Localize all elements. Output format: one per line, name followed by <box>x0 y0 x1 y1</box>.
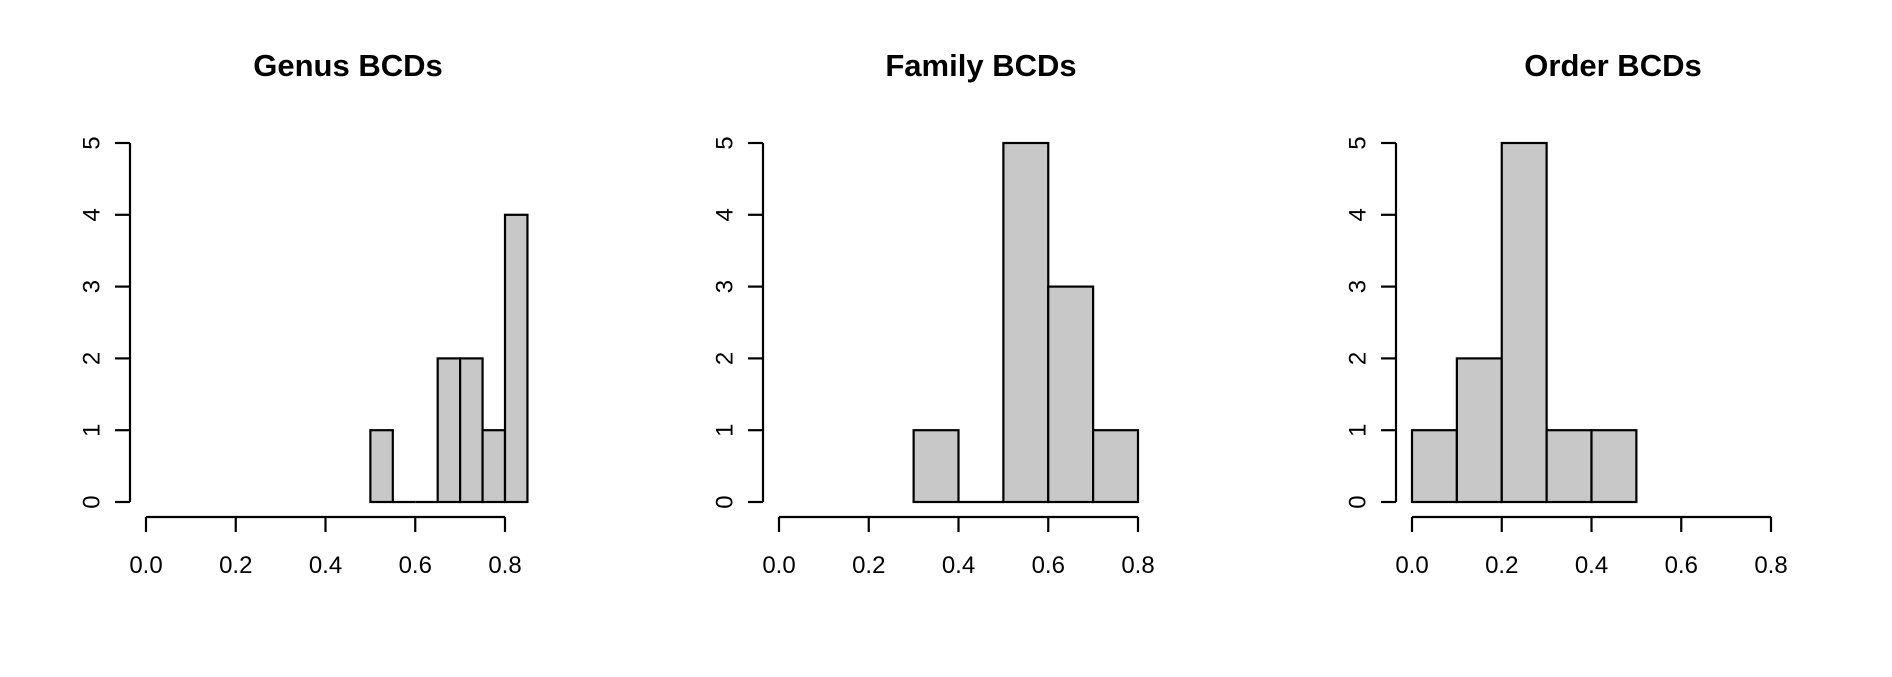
x-tick-label: 0.2 <box>219 552 252 579</box>
panel-family: Family BCDs 0.0 0.2 0.4 0.6 0.8 0 1 2 3 4 5 <box>712 48 1155 579</box>
x-tick-label: 0.4 <box>1575 552 1608 579</box>
x-tick-label: 0.8 <box>1754 552 1787 579</box>
panel-title: Genus BCDs <box>253 48 442 83</box>
y-tick-label: 4 <box>712 208 739 221</box>
histogram-bar <box>503 213 529 504</box>
bars-layer <box>369 213 529 504</box>
histogram-bar <box>1455 357 1503 504</box>
x-tick-label: 0.4 <box>309 552 342 579</box>
y-tick-label: 1 <box>1345 424 1372 437</box>
panel-title: Family BCDs <box>885 48 1076 83</box>
x-tick-label: 0.8 <box>488 552 521 579</box>
panel-title: Order BCDs <box>1524 48 1701 83</box>
x-tick-label: 0.2 <box>1485 552 1518 579</box>
x-tick-label: 0.2 <box>852 552 885 579</box>
panel-order: Order BCDs 0.0 0.2 0.4 0.6 0.8 0 1 2 3 4 5 <box>1345 48 1788 579</box>
x-tick-label: 0.0 <box>1395 552 1428 579</box>
histogram-bar <box>481 429 507 504</box>
panel-genus: Genus BCDs 0.0 0.2 0.4 0.6 0.8 0 1 2 3 4 5 <box>79 48 529 579</box>
histogram-bar <box>369 429 394 504</box>
histogram-bar <box>436 357 462 504</box>
y-tick-label: 5 <box>1345 136 1372 149</box>
x-tick-label: 0.8 <box>1121 552 1154 579</box>
y-tick-label: 0 <box>712 495 739 508</box>
histogram-bar <box>1500 141 1548 504</box>
y-tick-label: 3 <box>79 280 106 293</box>
histogram-bar <box>1590 429 1638 504</box>
x-tick-label: 0.6 <box>1665 552 1698 579</box>
y-tick-label: 2 <box>1345 352 1372 365</box>
y-tick-label: 3 <box>1345 280 1372 293</box>
bars-layer <box>912 141 1140 504</box>
x-tick-label: 0.0 <box>129 552 162 579</box>
axes-layer: 0.0 0.2 0.4 0.6 0.8 0 1 2 3 4 5 <box>1345 136 1788 579</box>
y-tick-label: 1 <box>712 424 739 437</box>
histogram-bar <box>1047 285 1095 504</box>
y-tick-label: 5 <box>79 136 106 149</box>
axes-layer: 0.0 0.2 0.4 0.6 0.8 0 1 2 3 4 5 <box>79 136 522 579</box>
y-tick-label: 4 <box>1345 208 1372 221</box>
y-tick-label: 0 <box>79 495 106 508</box>
axes-layer: 0.0 0.2 0.4 0.6 0.8 0 1 2 3 4 5 <box>712 136 1155 579</box>
y-tick-label: 2 <box>79 352 106 365</box>
x-tick-label: 0.4 <box>942 552 975 579</box>
histogram-bar <box>1002 141 1050 504</box>
x-tick-label: 0.6 <box>399 552 432 579</box>
histogram-bar <box>1410 429 1458 504</box>
histogram-bar <box>912 429 960 504</box>
y-tick-label: 0 <box>1345 495 1372 508</box>
y-tick-label: 5 <box>712 136 739 149</box>
y-tick-label: 1 <box>79 424 106 437</box>
y-tick-label: 2 <box>712 352 739 365</box>
y-tick-label: 4 <box>79 208 106 221</box>
histogram-bar <box>1545 429 1593 504</box>
histogram-bar <box>459 357 484 504</box>
bars-layer <box>1410 141 1638 504</box>
x-tick-label: 0.6 <box>1032 552 1065 579</box>
x-tick-label: 0.0 <box>762 552 795 579</box>
y-tick-label: 3 <box>712 280 739 293</box>
histogram-bar <box>1092 429 1140 504</box>
